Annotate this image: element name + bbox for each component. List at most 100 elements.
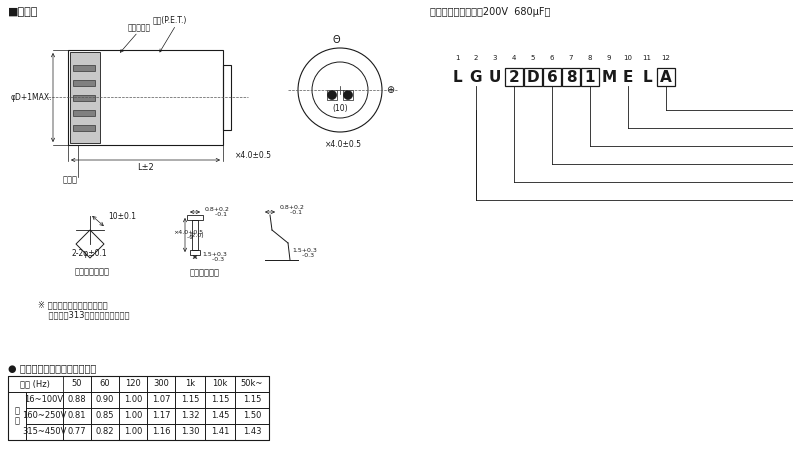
Bar: [175, 392, 205, 408]
Text: L: L: [642, 70, 652, 84]
Text: 1.41: 1.41: [211, 428, 229, 437]
Bar: [147, 392, 175, 408]
Text: 1.00: 1.00: [124, 411, 142, 420]
Text: 1.00: 1.00: [124, 428, 142, 437]
Text: φD+1MAX.: φD+1MAX.: [10, 92, 52, 101]
Text: 1.15: 1.15: [243, 395, 261, 404]
Text: 315~450V: 315~450V: [22, 428, 66, 437]
Text: （端子型状）: （端子型状）: [190, 268, 220, 277]
Bar: [223, 65, 231, 130]
Bar: [147, 408, 175, 424]
Bar: [26, 392, 63, 408]
Text: ■尺寸图: ■尺寸图: [8, 7, 38, 17]
Text: 1.5+0.3
     -0.3: 1.5+0.3 -0.3: [202, 252, 227, 263]
Text: 4: 4: [511, 55, 516, 61]
Bar: [73, 110, 95, 116]
Text: 请参照第313页的端子型状一项。: 请参照第313页的端子型状一项。: [38, 310, 129, 319]
Bar: [91, 376, 119, 392]
Bar: [562, 68, 580, 86]
Bar: [91, 424, 119, 440]
Text: L±2: L±2: [136, 163, 153, 172]
Bar: [63, 392, 91, 408]
Bar: [175, 376, 205, 392]
Bar: [205, 408, 235, 424]
Bar: [91, 392, 119, 408]
Bar: [147, 424, 175, 440]
Bar: [524, 68, 542, 86]
Text: A: A: [660, 70, 672, 84]
Text: 50k~: 50k~: [241, 380, 263, 389]
Text: 2: 2: [508, 70, 519, 84]
Text: 品号编码体系（例：200V  680μF）: 品号编码体系（例：200V 680μF）: [430, 7, 550, 17]
Bar: [119, 424, 147, 440]
Text: 0.77: 0.77: [67, 428, 86, 437]
Text: 8: 8: [565, 70, 577, 84]
Text: 1: 1: [584, 70, 596, 84]
Text: G: G: [469, 70, 482, 84]
Text: 16~100V: 16~100V: [25, 395, 63, 404]
Text: 0.8+0.2
     -0.1: 0.8+0.2 -0.1: [205, 207, 230, 218]
Text: 9: 9: [607, 55, 611, 61]
Bar: [235, 376, 269, 392]
Bar: [73, 65, 95, 71]
Text: 8: 8: [588, 55, 592, 61]
Text: 300: 300: [153, 380, 169, 389]
Text: 0.8+0.2
     -0.1: 0.8+0.2 -0.1: [280, 205, 305, 215]
Circle shape: [328, 91, 336, 100]
Bar: [192, 220, 198, 250]
Text: U: U: [488, 70, 501, 84]
Text: 0.90: 0.90: [96, 395, 114, 404]
Text: 2-2φ±0.1: 2-2φ±0.1: [71, 249, 106, 258]
Bar: [205, 424, 235, 440]
Text: 1.07: 1.07: [151, 395, 170, 404]
Text: 0.81: 0.81: [67, 411, 86, 420]
Bar: [543, 68, 561, 86]
Bar: [175, 424, 205, 440]
Text: 0.88: 0.88: [67, 395, 86, 404]
Text: 1.00: 1.00: [124, 395, 142, 404]
Bar: [235, 408, 269, 424]
Bar: [581, 68, 599, 86]
Text: 60: 60: [100, 380, 110, 389]
Bar: [235, 424, 269, 440]
Text: 10k: 10k: [213, 380, 228, 389]
Text: 阴极标示带: 阴极标示带: [128, 24, 151, 33]
Text: 1.50: 1.50: [243, 411, 261, 420]
Text: 12: 12: [661, 55, 670, 61]
Text: 11: 11: [642, 55, 652, 61]
Bar: [175, 408, 205, 424]
Bar: [119, 376, 147, 392]
Text: ● 额定纹波电流的频率补正系数: ● 额定纹波电流的频率补正系数: [8, 363, 96, 373]
Text: 160~250V: 160~250V: [22, 411, 66, 420]
Bar: [8, 376, 269, 440]
Bar: [73, 80, 95, 86]
Bar: [205, 392, 235, 408]
Text: 1.15: 1.15: [181, 395, 199, 404]
Text: 1.5+0.3
     -0.3: 1.5+0.3 -0.3: [292, 247, 317, 258]
Text: 系
数: 系 数: [14, 406, 20, 426]
Bar: [73, 95, 95, 101]
Text: E: E: [623, 70, 633, 84]
Text: 1.32: 1.32: [181, 411, 199, 420]
Text: M: M: [601, 70, 617, 84]
Text: 1.15: 1.15: [211, 395, 229, 404]
Bar: [26, 408, 63, 424]
Text: 0.85: 0.85: [96, 411, 114, 420]
Bar: [505, 68, 523, 86]
Text: 10: 10: [623, 55, 633, 61]
Bar: [657, 68, 675, 86]
Bar: [235, 392, 269, 408]
Bar: [187, 215, 203, 220]
Text: （基板孔尺寸）: （基板孔尺寸）: [75, 267, 110, 276]
Text: 10±0.1: 10±0.1: [108, 211, 136, 220]
Bar: [26, 424, 63, 440]
Bar: [119, 408, 147, 424]
Text: 0.82: 0.82: [96, 428, 114, 437]
Bar: [70, 52, 100, 143]
Bar: [205, 376, 235, 392]
Text: 压力阀: 压力阀: [63, 175, 78, 184]
Text: 7: 7: [569, 55, 573, 61]
Bar: [63, 424, 91, 440]
Text: 6: 6: [546, 70, 557, 84]
Text: 1.30: 1.30: [181, 428, 199, 437]
